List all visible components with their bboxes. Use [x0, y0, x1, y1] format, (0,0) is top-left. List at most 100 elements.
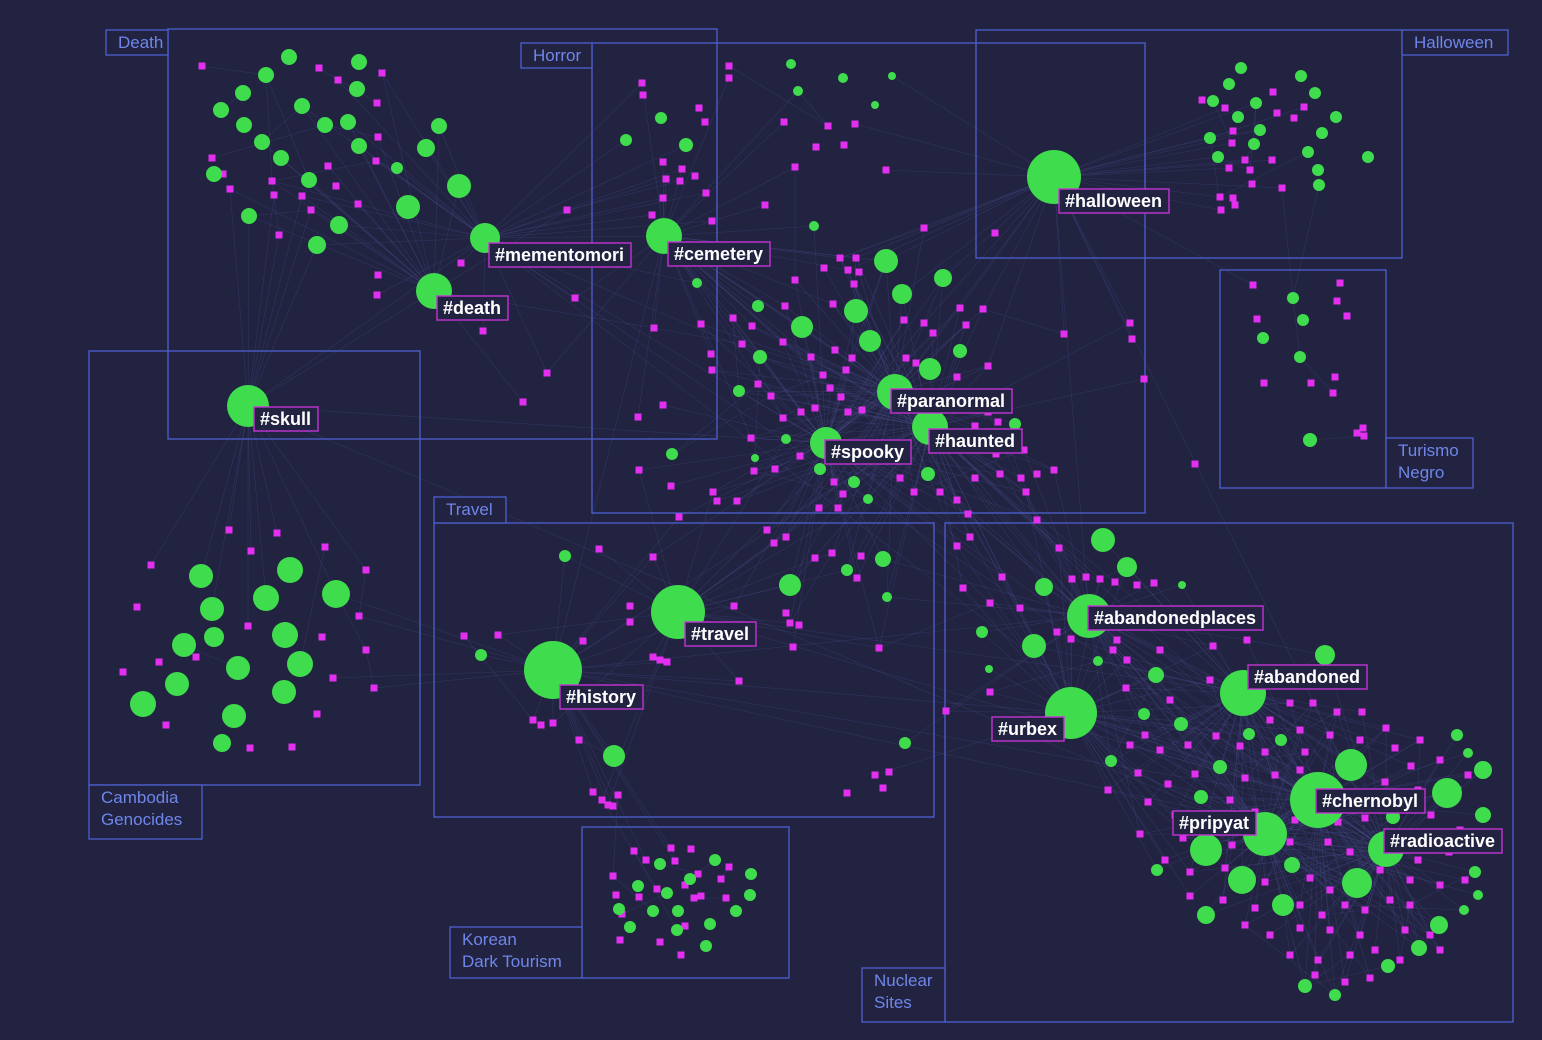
post-node[interactable] [1060, 330, 1068, 338]
post-node[interactable] [373, 99, 381, 107]
post-node[interactable] [208, 154, 216, 162]
hashtag-node[interactable] [752, 300, 764, 312]
post-node[interactable] [1126, 319, 1134, 327]
post-node[interactable] [953, 373, 961, 381]
post-node[interactable] [1053, 628, 1061, 636]
post-node[interactable] [1225, 164, 1233, 172]
post-node[interactable] [837, 393, 845, 401]
post-node[interactable] [1033, 470, 1041, 478]
post-node[interactable] [1326, 926, 1334, 934]
post-node[interactable] [1266, 716, 1274, 724]
post-node[interactable] [1221, 864, 1229, 872]
post-node[interactable] [912, 359, 920, 367]
hashtag-node[interactable] [1232, 111, 1244, 123]
post-node[interactable] [575, 736, 583, 744]
post-node[interactable] [332, 182, 340, 190]
post-node[interactable] [1068, 575, 1076, 583]
post-node[interactable] [1261, 878, 1269, 886]
post-node[interactable] [307, 206, 315, 214]
post-node[interactable] [697, 892, 705, 900]
post-node[interactable] [701, 118, 709, 126]
hashtag-node[interactable] [1309, 87, 1321, 99]
post-node[interactable] [1331, 373, 1339, 381]
hashtag-label-spooky[interactable]: #spooky [824, 439, 912, 465]
post-node[interactable] [334, 76, 342, 84]
hashtag-node[interactable] [791, 316, 813, 338]
post-node[interactable] [370, 684, 378, 692]
hashtag-node[interactable] [301, 172, 317, 188]
hashtag-node[interactable] [1117, 557, 1137, 577]
post-node[interactable] [1198, 96, 1206, 104]
post-node[interactable] [1361, 906, 1369, 914]
post-node[interactable] [1140, 375, 1148, 383]
post-node[interactable] [1427, 811, 1435, 819]
post-node[interactable] [1296, 726, 1304, 734]
post-node[interactable] [275, 231, 283, 239]
post-node[interactable] [226, 185, 234, 193]
post-node[interactable] [650, 324, 658, 332]
post-node[interactable] [634, 413, 642, 421]
post-node[interactable] [779, 338, 787, 346]
post-node[interactable] [819, 371, 827, 379]
post-node[interactable] [1269, 88, 1277, 96]
post-node[interactable] [781, 302, 789, 310]
post-node[interactable] [984, 362, 992, 370]
post-node[interactable] [725, 74, 733, 82]
post-node[interactable] [1179, 834, 1187, 842]
hashtag-node[interactable] [848, 476, 860, 488]
hashtag-node[interactable] [1475, 807, 1491, 823]
post-node[interactable] [750, 467, 758, 475]
post-node[interactable] [639, 91, 647, 99]
post-node[interactable] [697, 320, 705, 328]
post-node[interactable] [1186, 868, 1194, 876]
post-node[interactable] [820, 264, 828, 272]
post-node[interactable] [1206, 676, 1214, 684]
hashtag-node[interactable] [253, 585, 279, 611]
hashtag-node[interactable] [1194, 790, 1208, 804]
hashtag-node[interactable] [1362, 151, 1374, 163]
post-node[interactable] [1266, 931, 1274, 939]
hashtag-node[interactable] [1381, 959, 1395, 973]
post-node[interactable] [1260, 379, 1268, 387]
post-node[interactable] [268, 177, 276, 185]
post-node[interactable] [812, 143, 820, 151]
post-node[interactable] [953, 496, 961, 504]
post-node[interactable] [378, 69, 386, 77]
hashtag-node[interactable] [1432, 778, 1462, 808]
hashtag-node[interactable] [1204, 132, 1216, 144]
post-node[interactable] [1226, 796, 1234, 804]
hashtag-node[interactable] [204, 627, 224, 647]
post-node[interactable] [959, 584, 967, 592]
post-node[interactable] [604, 801, 612, 809]
hashtag-node[interactable] [165, 672, 189, 696]
post-node[interactable] [807, 353, 815, 361]
post-node[interactable] [1296, 766, 1304, 774]
post-node[interactable] [1033, 516, 1041, 524]
hashtag-node[interactable] [733, 385, 745, 397]
post-node[interactable] [1278, 184, 1286, 192]
hashtag-node[interactable] [1284, 857, 1300, 873]
post-node[interactable] [1216, 193, 1224, 201]
post-node[interactable] [659, 158, 667, 166]
hashtag-node[interactable] [1212, 151, 1224, 163]
post-node[interactable] [638, 79, 646, 87]
hashtag-node[interactable] [351, 138, 367, 154]
hashtag-node[interactable] [1302, 146, 1314, 158]
post-node[interactable] [871, 771, 879, 779]
post-node[interactable] [1243, 636, 1251, 644]
post-node[interactable] [850, 280, 858, 288]
post-node[interactable] [725, 863, 733, 871]
post-node[interactable] [219, 170, 227, 178]
post-node[interactable] [1166, 696, 1174, 704]
post-node[interactable] [1329, 389, 1337, 397]
post-node[interactable] [1309, 699, 1317, 707]
post-node[interactable] [979, 305, 987, 313]
post-node[interactable] [675, 513, 683, 521]
post-node[interactable] [815, 504, 823, 512]
post-node[interactable] [942, 707, 950, 715]
post-node[interactable] [708, 366, 716, 374]
post-node[interactable] [1133, 581, 1141, 589]
hashtag-node[interactable] [1105, 755, 1117, 767]
hashtag-node[interactable] [281, 49, 297, 65]
hashtag-node[interactable] [1178, 581, 1186, 589]
